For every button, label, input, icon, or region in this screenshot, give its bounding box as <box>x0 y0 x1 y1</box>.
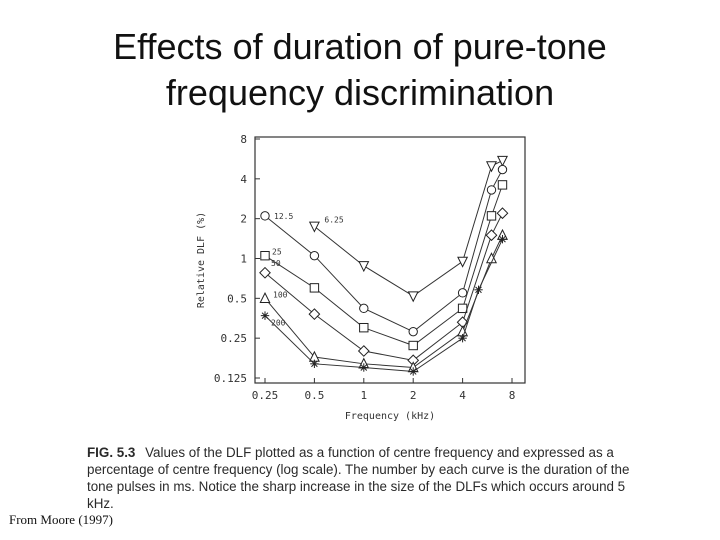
caption-text: Values of the DLF plotted as a function … <box>87 445 630 511</box>
data-point-star <box>458 333 467 343</box>
series-12-5: 12.5 <box>260 164 508 337</box>
y-tick-label: 0.125 <box>214 372 247 385</box>
data-point-square <box>260 250 270 261</box>
data-point-star <box>474 285 483 295</box>
data-point-triangle-down <box>358 261 370 273</box>
x-tick-label: 2 <box>410 389 417 402</box>
axes: 0.25 0.5 1 2 4 8 0.125 0.25 0.5 1 2 4 8 <box>214 133 515 402</box>
y-tick-label: 8 <box>240 133 247 146</box>
caption-figure-number: FIG. 5.3 <box>87 445 136 460</box>
y-tick-label: 4 <box>240 173 247 186</box>
data-point-square <box>359 322 369 333</box>
series-layer: 6.25 12.5 25 50 100 200 <box>259 155 509 376</box>
data-point-star <box>260 311 270 320</box>
slide-title: Effects of duration of pure-tone frequen… <box>40 24 680 116</box>
data-point-triangle-down <box>457 256 469 268</box>
data-point-star <box>310 359 319 369</box>
star-stroke <box>475 286 482 294</box>
star-stroke <box>499 235 506 243</box>
y-axis-label: Relative DLF (%) <box>196 212 207 308</box>
data-point-triangle-down <box>407 291 419 303</box>
star-stroke <box>261 312 269 319</box>
data-point-square <box>408 340 418 351</box>
source-citation: From Moore (1997) <box>9 512 113 527</box>
data-point-square <box>486 211 497 221</box>
data-point-square <box>497 180 508 190</box>
data-point-circle <box>309 250 320 261</box>
y-tick-label: 2 <box>240 213 247 226</box>
plot-area <box>254 136 526 384</box>
figure-caption: FIG. 5.3 Values of the DLF plotted as a … <box>87 444 632 512</box>
title-line-2: frequency discrimination <box>165 72 555 113</box>
data-point-circle <box>486 185 497 195</box>
data-point-star <box>359 363 368 372</box>
x-tick-label: 8 <box>509 389 516 402</box>
data-point-circle <box>457 288 468 298</box>
series-200: 200 <box>260 234 507 376</box>
dlf-chart: 0.25 0.5 1 2 4 8 0.125 0.25 0.5 1 2 4 8 6.25 12.5 25 50… <box>196 133 526 422</box>
title-line-1: Effects of duration of pure-tone <box>113 26 607 67</box>
series-25: 25 <box>260 180 508 351</box>
data-point-square <box>457 303 468 314</box>
data-point-diamond <box>308 308 321 321</box>
data-point-diamond <box>496 207 509 220</box>
data-point-circle <box>497 164 508 175</box>
data-point-star <box>498 234 507 244</box>
data-point-circle <box>408 326 418 337</box>
series-6-25: 6.25 <box>308 155 508 303</box>
data-point-circle <box>359 303 369 314</box>
plot-frame <box>254 136 526 384</box>
series-50: 50 <box>259 207 509 367</box>
data-point-diamond <box>259 266 271 279</box>
y-tick-label: 1 <box>240 253 247 266</box>
data-point-triangle-down <box>308 221 320 233</box>
data-point-triangle-down <box>496 155 508 167</box>
series-label: 50 <box>271 259 281 268</box>
data-point-triangle-down <box>485 161 498 173</box>
data-point-diamond <box>485 229 498 242</box>
x-tick-label: 1 <box>360 389 367 402</box>
star-stroke <box>311 360 318 368</box>
y-tick-label: 0.25 <box>221 332 248 345</box>
x-tick-label: 0.5 <box>304 389 324 402</box>
data-point-circle <box>260 211 270 221</box>
star-stroke <box>409 368 417 375</box>
data-point-diamond <box>357 345 370 357</box>
y-tick-label: 0.5 <box>227 292 247 305</box>
series-label: 6.25 <box>324 215 343 224</box>
series-label: 100 <box>273 290 288 299</box>
x-tick-label: 0.25 <box>252 389 279 402</box>
star-stroke <box>459 334 466 342</box>
data-point-star <box>409 367 418 376</box>
data-point-square <box>309 283 320 293</box>
series-label: 25 <box>272 248 282 257</box>
data-point-triangle-up <box>259 292 271 304</box>
x-tick-label: 4 <box>459 389 466 402</box>
star-stroke <box>360 364 368 371</box>
series-label: 12.5 <box>274 212 293 221</box>
series-label: 200 <box>271 319 286 328</box>
x-axis-label: Frequency (kHz) <box>345 411 435 422</box>
